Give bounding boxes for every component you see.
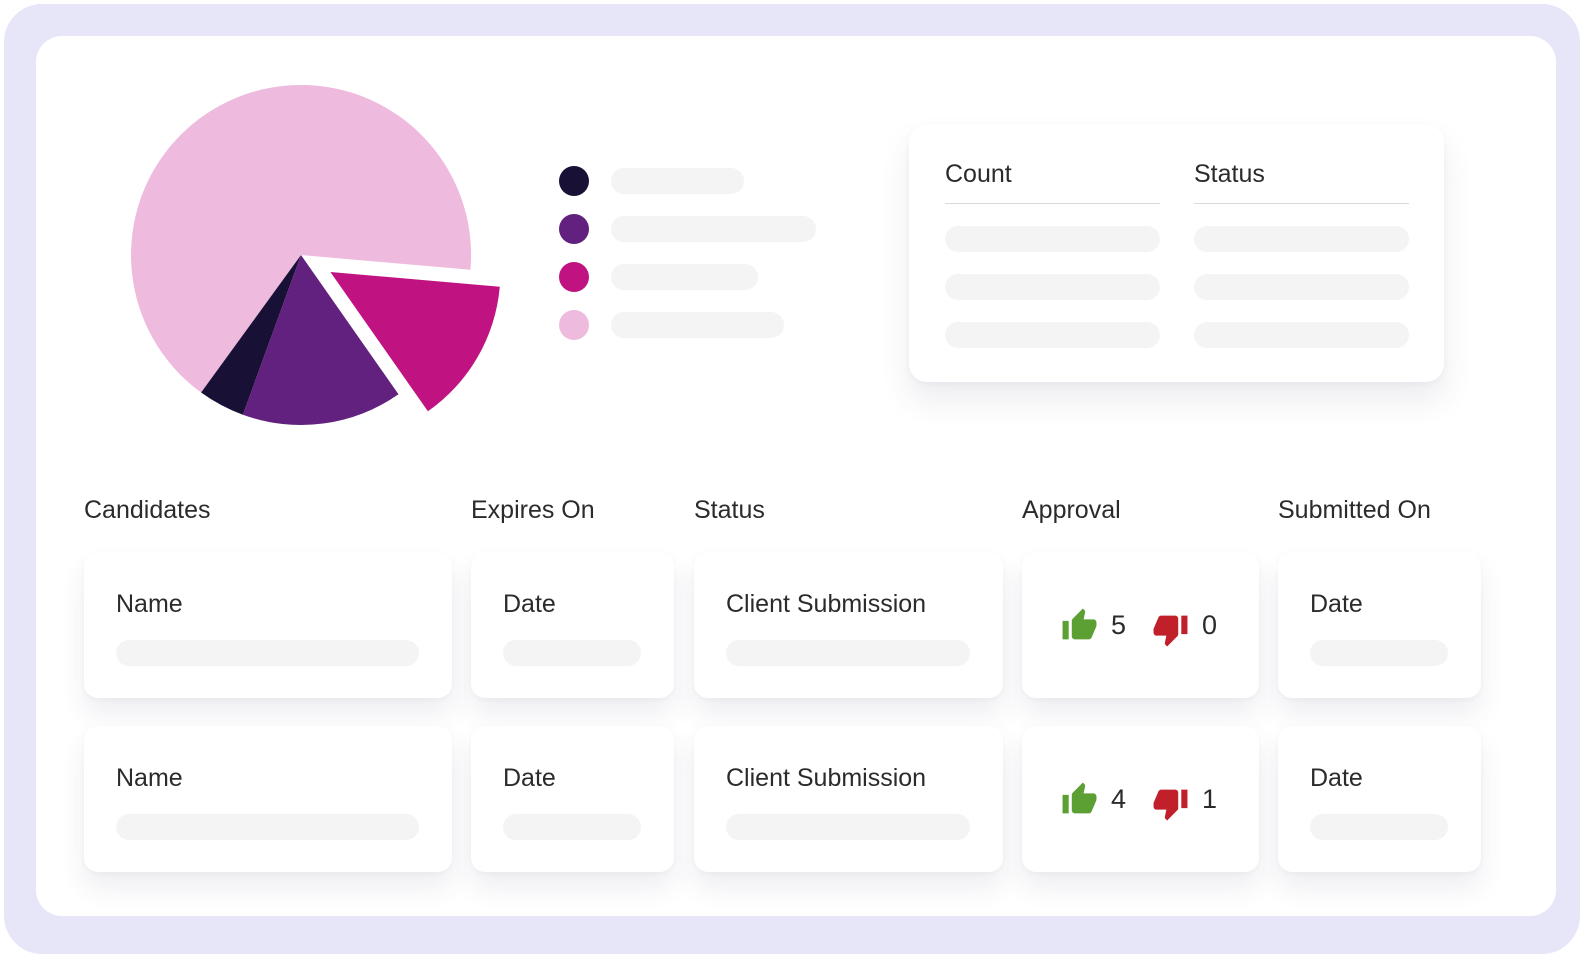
candidate-name-label: Name xyxy=(116,590,183,618)
candidate-card[interactable]: Name xyxy=(84,552,452,698)
legend-swatch-purple-icon xyxy=(559,214,589,244)
app-background: Count Status Candidates Expires On Statu… xyxy=(4,4,1580,954)
pie-slice-light-pink xyxy=(131,84,472,393)
status-value-placeholder xyxy=(1194,322,1409,348)
column-header-candidates: Candidates xyxy=(84,496,211,524)
thumbs-up-count: 5 xyxy=(1111,609,1127,640)
count-value-placeholder xyxy=(945,322,1160,348)
column-header-expires-on: Expires On xyxy=(471,496,595,524)
legend-swatch-magenta-icon xyxy=(559,262,589,292)
submitted-on-card[interactable]: Date xyxy=(1278,552,1481,698)
status-placeholder xyxy=(726,640,970,666)
column-header-status: Status xyxy=(694,496,765,524)
submitted-on-card[interactable]: Date xyxy=(1278,726,1481,872)
legend-label-placeholder xyxy=(611,312,784,338)
count-value-placeholder xyxy=(945,274,1160,300)
legend-label-placeholder xyxy=(611,168,744,194)
status-value-placeholder xyxy=(1194,274,1409,300)
expires-on-card[interactable]: Date xyxy=(471,552,674,698)
pie-legend xyxy=(559,166,816,358)
status-column: Status xyxy=(1194,160,1409,348)
column-header-approval: Approval xyxy=(1022,496,1121,524)
legend-label-placeholder xyxy=(611,216,816,242)
expires-date-label: Date xyxy=(503,764,556,792)
pie-slice-navy xyxy=(201,255,301,415)
approval-votes: 5 0 xyxy=(1022,552,1259,698)
thumbs-down-icon[interactable] xyxy=(1152,611,1189,648)
expires-date-placeholder xyxy=(503,640,641,666)
legend-item-navy xyxy=(559,166,816,196)
expires-on-card[interactable]: Date xyxy=(471,726,674,872)
legend-swatch-pink-icon xyxy=(559,310,589,340)
legend-item-pink xyxy=(559,310,816,340)
status-card[interactable]: Client Submission xyxy=(694,552,1003,698)
pie-chart xyxy=(126,80,546,460)
candidate-card[interactable]: Name xyxy=(84,726,452,872)
status-placeholder xyxy=(726,814,970,840)
dashboard-panel: Count Status Candidates Expires On Statu… xyxy=(36,36,1556,916)
candidate-name-label: Name xyxy=(116,764,183,792)
approval-votes: 4 1 xyxy=(1022,726,1259,872)
count-column: Count xyxy=(945,160,1160,348)
expires-date-placeholder xyxy=(503,814,641,840)
candidate-name-placeholder xyxy=(116,640,419,666)
submitted-date-label: Date xyxy=(1310,764,1363,792)
thumbs-up-count: 4 xyxy=(1111,783,1127,814)
legend-item-purple xyxy=(559,214,816,244)
submitted-date-label: Date xyxy=(1310,590,1363,618)
thumbs-down-count: 0 xyxy=(1202,609,1218,640)
thumbs-up-icon[interactable] xyxy=(1061,781,1098,818)
legend-label-placeholder xyxy=(611,264,758,290)
pie-chart-svg xyxy=(131,84,500,425)
legend-item-magenta xyxy=(559,262,816,292)
candidate-name-placeholder xyxy=(116,814,419,840)
legend-swatch-navy-icon xyxy=(559,166,589,196)
approval-card[interactable]: 5 0 xyxy=(1022,552,1259,698)
status-header: Status xyxy=(1194,160,1409,204)
count-value-placeholder xyxy=(945,226,1160,252)
count-status-card: Count Status xyxy=(909,124,1444,382)
thumbs-up-icon[interactable] xyxy=(1061,607,1098,644)
count-header: Count xyxy=(945,160,1160,204)
thumbs-down-icon[interactable] xyxy=(1152,785,1189,822)
pie-slice-purple xyxy=(242,255,399,425)
status-label: Client Submission xyxy=(726,764,927,792)
status-value-placeholder xyxy=(1194,226,1409,252)
thumbs-down-count: 1 xyxy=(1202,783,1218,814)
status-label: Client Submission xyxy=(726,590,927,618)
expires-date-label: Date xyxy=(503,590,556,618)
column-header-submitted-on: Submitted On xyxy=(1278,496,1431,524)
approval-card[interactable]: 4 1 xyxy=(1022,726,1259,872)
pie-slice-magenta-exploded xyxy=(330,272,500,412)
submitted-date-placeholder xyxy=(1310,640,1448,666)
submitted-date-placeholder xyxy=(1310,814,1448,840)
status-card[interactable]: Client Submission xyxy=(694,726,1003,872)
